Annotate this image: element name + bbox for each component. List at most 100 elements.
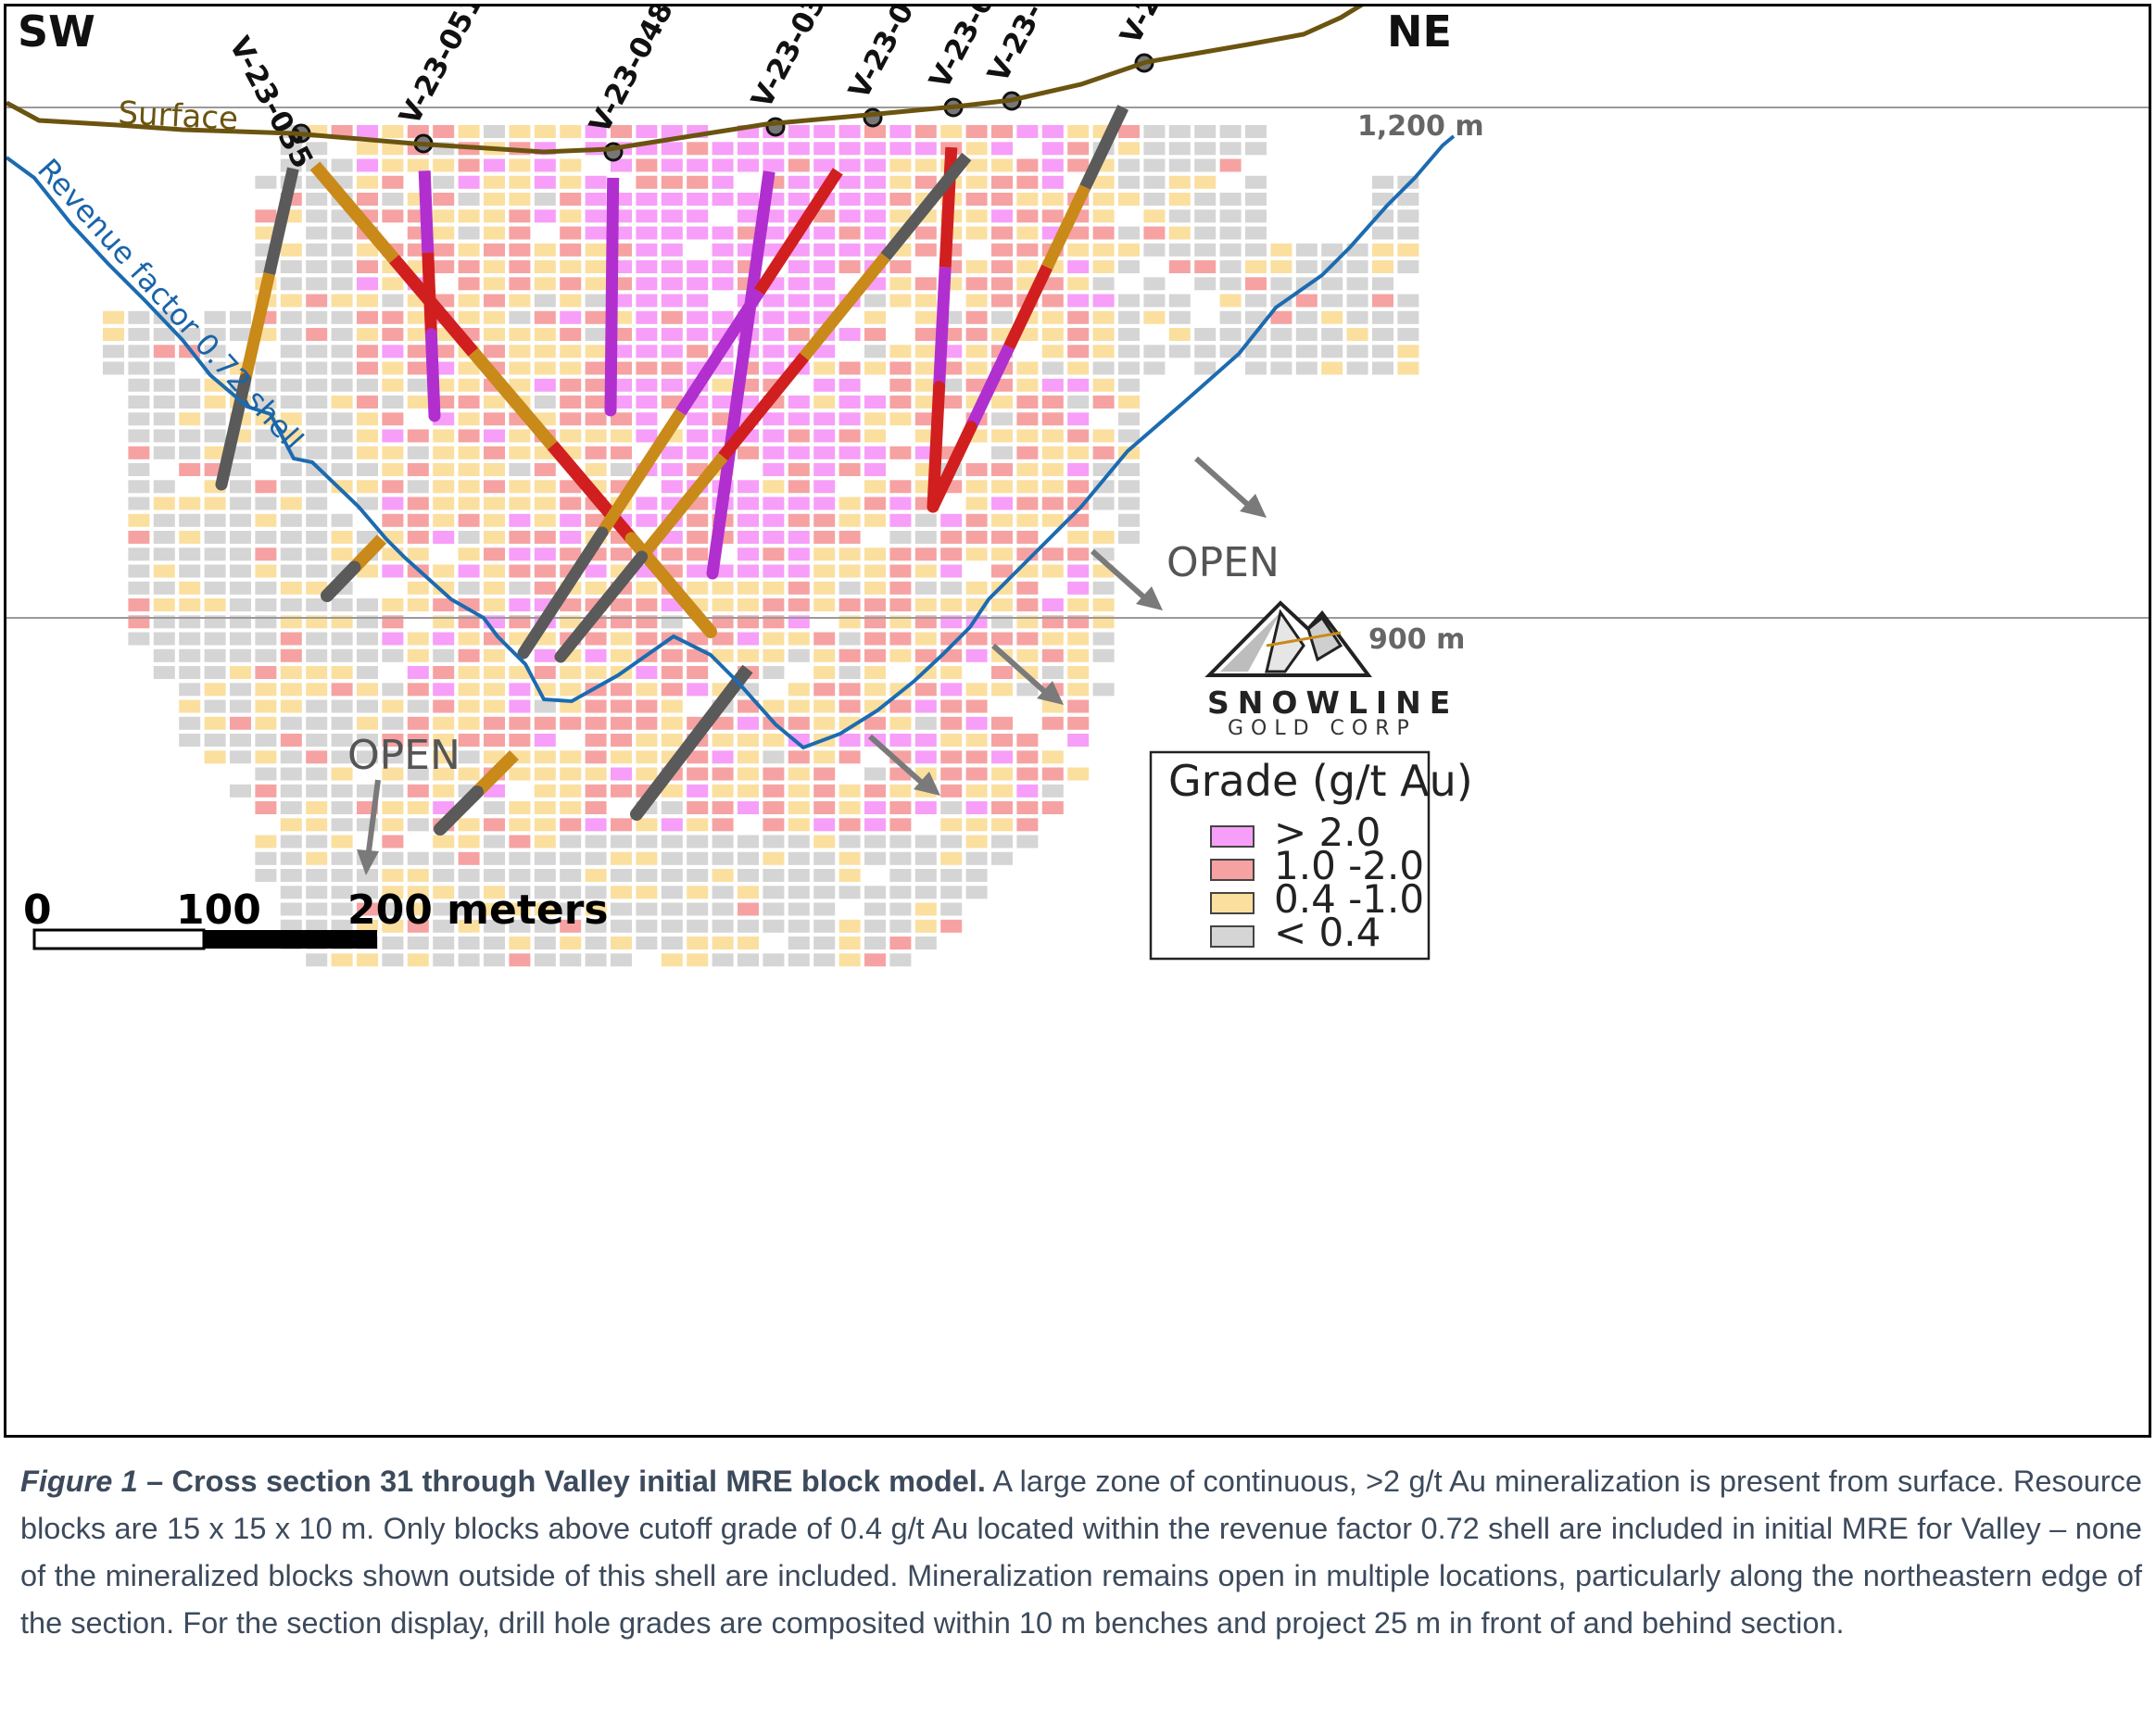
resource-block: [1194, 158, 1217, 172]
resource-block: [484, 175, 505, 189]
resource-block: [458, 361, 480, 375]
resource-block: [585, 175, 607, 189]
resource-block: [458, 175, 480, 189]
resource-block: [1168, 142, 1191, 156]
resource-block: [1270, 361, 1292, 375]
resource-block: [280, 361, 302, 375]
resource-block: [838, 835, 861, 849]
resource-block: [1219, 277, 1242, 291]
resource-block: [838, 632, 861, 646]
resource-block: [838, 699, 861, 713]
resource-block: [255, 396, 277, 409]
resource-block: [509, 345, 531, 358]
resource-block: [1041, 801, 1064, 814]
resource-block: [255, 581, 277, 595]
resource-block: [509, 361, 531, 375]
legend-swatch: [1210, 859, 1255, 881]
resource-block: [1092, 260, 1115, 273]
resource-block: [788, 648, 810, 662]
resource-block: [280, 463, 302, 476]
resource-block: [357, 361, 378, 375]
resource-block: [534, 396, 556, 409]
resource-block: [458, 818, 480, 832]
resource-block: [838, 142, 861, 156]
resource-block: [534, 328, 556, 341]
resource-block: [230, 497, 251, 510]
resource-block: [763, 919, 785, 933]
resource-block: [763, 531, 785, 544]
resource-block: [687, 632, 709, 646]
resource-block: [965, 683, 988, 697]
resource-block: [484, 750, 505, 764]
resource-block: [560, 851, 582, 865]
surface-line: [6, 6, 1364, 155]
resource-block: [509, 869, 531, 882]
resource-block: [687, 429, 709, 443]
resource-block: [611, 835, 632, 849]
resource-block: [687, 158, 709, 172]
resource-block: [1397, 226, 1419, 240]
resource-block: [204, 531, 226, 544]
resource-block: [991, 513, 1013, 527]
resource-block: [661, 260, 683, 273]
resource-block: [484, 480, 505, 494]
resource-block: [204, 328, 226, 341]
resource-block: [306, 953, 328, 967]
resource-block: [560, 497, 582, 510]
resource-block: [458, 648, 480, 662]
resource-block: [889, 497, 912, 510]
resource-block: [813, 412, 836, 426]
resource-block: [838, 581, 861, 595]
resource-block: [306, 734, 328, 747]
resource-block: [889, 480, 912, 494]
resource-block: [914, 632, 937, 646]
resource-block: [306, 480, 328, 494]
resource-block: [813, 260, 836, 273]
resource-block: [458, 919, 480, 933]
resource-block: [331, 547, 353, 561]
resource-block: [813, 886, 836, 899]
resource-block: [687, 919, 709, 933]
resource-block: [965, 581, 988, 595]
resource-block: [1397, 260, 1419, 273]
resource-block: [813, 531, 836, 544]
resource-block: [458, 463, 480, 476]
resource-block: [534, 158, 556, 172]
resource-block: [611, 734, 632, 747]
resource-block: [712, 937, 734, 949]
resource-block: [889, 734, 912, 747]
resource-block: [458, 226, 480, 240]
resource-block: [1321, 294, 1343, 308]
resource-block: [788, 716, 810, 730]
resource-block: [204, 699, 226, 713]
resource-block: [813, 513, 836, 527]
resource-block: [788, 886, 810, 899]
resource-block: [738, 581, 759, 595]
resource-block: [965, 632, 988, 646]
resource-block: [433, 564, 455, 578]
resource-block: [889, 699, 912, 713]
resource-block: [280, 142, 302, 156]
resource-block: [914, 158, 937, 172]
resource-block: [838, 734, 861, 747]
resource-block: [611, 632, 632, 646]
resource-block: [1092, 226, 1115, 240]
resource-block: [813, 361, 836, 375]
resource-block: [1067, 598, 1090, 611]
resource-block: [103, 361, 124, 375]
resource-block: [813, 209, 836, 223]
resource-block: [280, 818, 302, 832]
resource-block: [484, 310, 505, 324]
resource-block: [128, 513, 150, 527]
resource-block: [1067, 683, 1090, 697]
resource-block: [838, 209, 861, 223]
resource-block: [965, 716, 988, 730]
resource-block: [1321, 277, 1343, 291]
resource-block: [230, 463, 251, 476]
resource-block: [179, 734, 201, 747]
resource-block: [407, 429, 429, 443]
resource-block: [636, 835, 658, 849]
resource-block: [712, 277, 734, 291]
resource-block: [585, 716, 607, 730]
resource-block: [712, 648, 734, 662]
